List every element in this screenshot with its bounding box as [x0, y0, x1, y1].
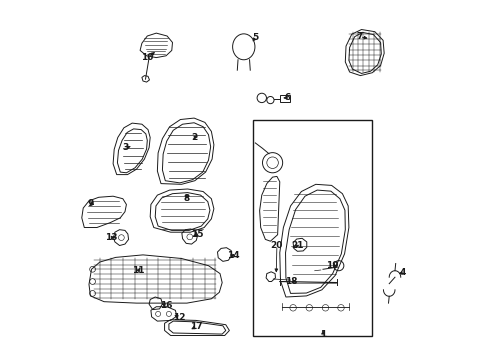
Text: 1: 1 [319, 330, 325, 338]
Bar [253, 120, 371, 336]
Bar [279, 95, 289, 102]
Text: 2: 2 [191, 133, 197, 142]
Text: 14: 14 [226, 251, 239, 260]
Text: 11: 11 [132, 266, 144, 275]
Text: 7: 7 [356, 32, 362, 41]
Text: 21: 21 [291, 241, 304, 250]
Text: 16: 16 [160, 301, 172, 310]
Text: 8: 8 [183, 194, 190, 203]
Text: 10: 10 [141, 53, 153, 62]
Text: 3: 3 [122, 143, 128, 152]
Text: 19: 19 [325, 261, 338, 270]
Text: 5: 5 [252, 33, 258, 42]
Text: 17: 17 [189, 323, 202, 331]
Text: 12: 12 [172, 313, 185, 322]
Text: 20: 20 [270, 241, 283, 250]
Text: 4: 4 [399, 269, 405, 277]
Text: 18: 18 [285, 277, 297, 286]
Text: 13: 13 [105, 233, 117, 242]
Text: 9: 9 [87, 199, 93, 208]
Text: 15: 15 [190, 230, 203, 239]
Text: 6: 6 [284, 94, 290, 102]
